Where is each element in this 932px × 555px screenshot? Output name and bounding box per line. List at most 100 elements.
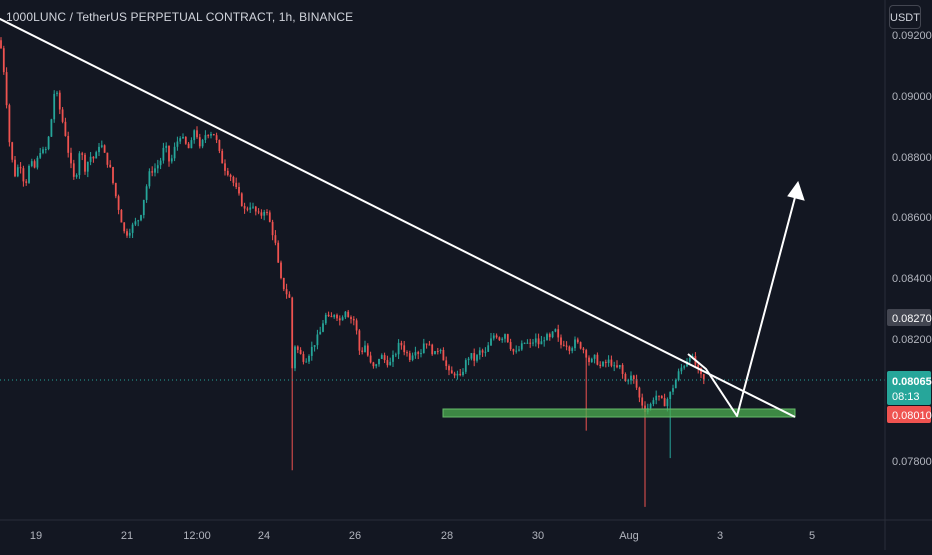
candle-body [67, 135, 70, 153]
candle-body [414, 352, 417, 356]
candle-body [274, 235, 277, 243]
candle-body [33, 161, 36, 168]
candle-body [173, 146, 176, 159]
price-tick: 0.08600 [892, 212, 932, 224]
candle-body [481, 350, 484, 353]
candle-body [439, 350, 442, 352]
trendline[interactable] [0, 17, 796, 418]
candle-body [397, 342, 400, 355]
candle-body [148, 171, 151, 187]
candle-body [498, 337, 501, 341]
candle-body [562, 344, 565, 346]
price-tick: 0.09000 [892, 91, 932, 103]
candle-body [126, 231, 128, 236]
candle-body [680, 367, 683, 372]
candle-body [78, 153, 81, 176]
candle-body [198, 137, 201, 147]
candle-body [182, 136, 184, 139]
candle-body [187, 143, 190, 149]
candle-body [663, 398, 666, 407]
candle-body [5, 72, 8, 106]
candle-body [212, 134, 215, 136]
candle-body [599, 364, 602, 366]
candle-body [137, 220, 140, 222]
price-axis[interactable]: 0.09200 0.09000 0.08800 0.08600 0.08400 … [887, 30, 932, 468]
candle-body [431, 344, 434, 355]
candle-body [260, 212, 263, 216]
candle-body [168, 145, 170, 162]
candle-body [672, 388, 674, 392]
projection-path[interactable] [687, 185, 799, 417]
candle-body [207, 135, 210, 137]
price-tick: 0.08400 [892, 273, 932, 285]
candle-body [134, 221, 137, 225]
candle-body [156, 165, 159, 169]
candle-body [176, 141, 179, 147]
candle-body [534, 338, 537, 343]
candle-body [669, 391, 672, 400]
time-tick: 30 [532, 530, 544, 542]
candle-body [61, 109, 64, 122]
candle-body [540, 341, 543, 345]
price-tick: 0.09200 [892, 30, 932, 42]
candle-body [574, 339, 576, 349]
candle-body [308, 355, 310, 362]
candle-body [456, 373, 459, 376]
candle-body [123, 222, 126, 232]
candle-body [386, 360, 389, 366]
candle-body [546, 334, 548, 341]
candle-body [204, 135, 207, 140]
candle-body [159, 160, 162, 166]
candle-body [179, 138, 182, 142]
candle-body [596, 354, 599, 365]
candle-body [495, 335, 498, 338]
price-tick: 0.08200 [892, 334, 932, 346]
candle-body [252, 206, 254, 208]
candle-body [327, 314, 330, 317]
projection-arrow-icon [787, 180, 805, 201]
candle-body [151, 171, 154, 173]
candle-body [42, 149, 44, 153]
candle-body [142, 199, 145, 216]
symbol-title[interactable]: 1000LUNC / TetherUS PERPETUAL CONTRACT, … [6, 10, 354, 24]
candle-body [607, 359, 610, 363]
time-axis[interactable]: 19 21 12:00 24 26 28 30 Aug 3 5 [30, 530, 815, 542]
marker-price-badge [887, 309, 931, 326]
candle-body [72, 163, 75, 177]
currency-button[interactable]: USDT [889, 5, 921, 29]
candle-body [201, 139, 204, 147]
candle-body [649, 403, 652, 409]
candle-body [492, 335, 495, 339]
candle-body [588, 357, 590, 363]
price-tick: 0.08800 [892, 152, 932, 164]
candle-body [604, 361, 607, 363]
candle-body [428, 344, 431, 346]
candle-body [240, 193, 243, 207]
candle-body [618, 365, 621, 368]
candle-body [509, 342, 512, 350]
candle-body [19, 167, 22, 169]
candle-body [450, 370, 453, 374]
candle-body [355, 320, 358, 331]
candle-body [257, 211, 260, 213]
candle-body [53, 93, 56, 120]
candle-body [246, 208, 249, 210]
time-tick: 12:00 [183, 530, 211, 542]
candle-body [532, 342, 534, 344]
candle-body [417, 352, 420, 354]
candle-body [515, 350, 518, 352]
candle-body [358, 330, 361, 351]
candle-body [243, 206, 246, 209]
candle-body [526, 342, 529, 344]
support-zone[interactable] [442, 408, 796, 418]
candle-body [296, 346, 299, 350]
candle-body [299, 349, 302, 355]
candle-body [576, 339, 579, 343]
candle-body [86, 161, 89, 172]
candle-body [263, 211, 266, 216]
candle-body [400, 342, 403, 346]
candle-body [406, 352, 408, 354]
candle-body [425, 343, 428, 345]
candle-body [490, 338, 492, 346]
